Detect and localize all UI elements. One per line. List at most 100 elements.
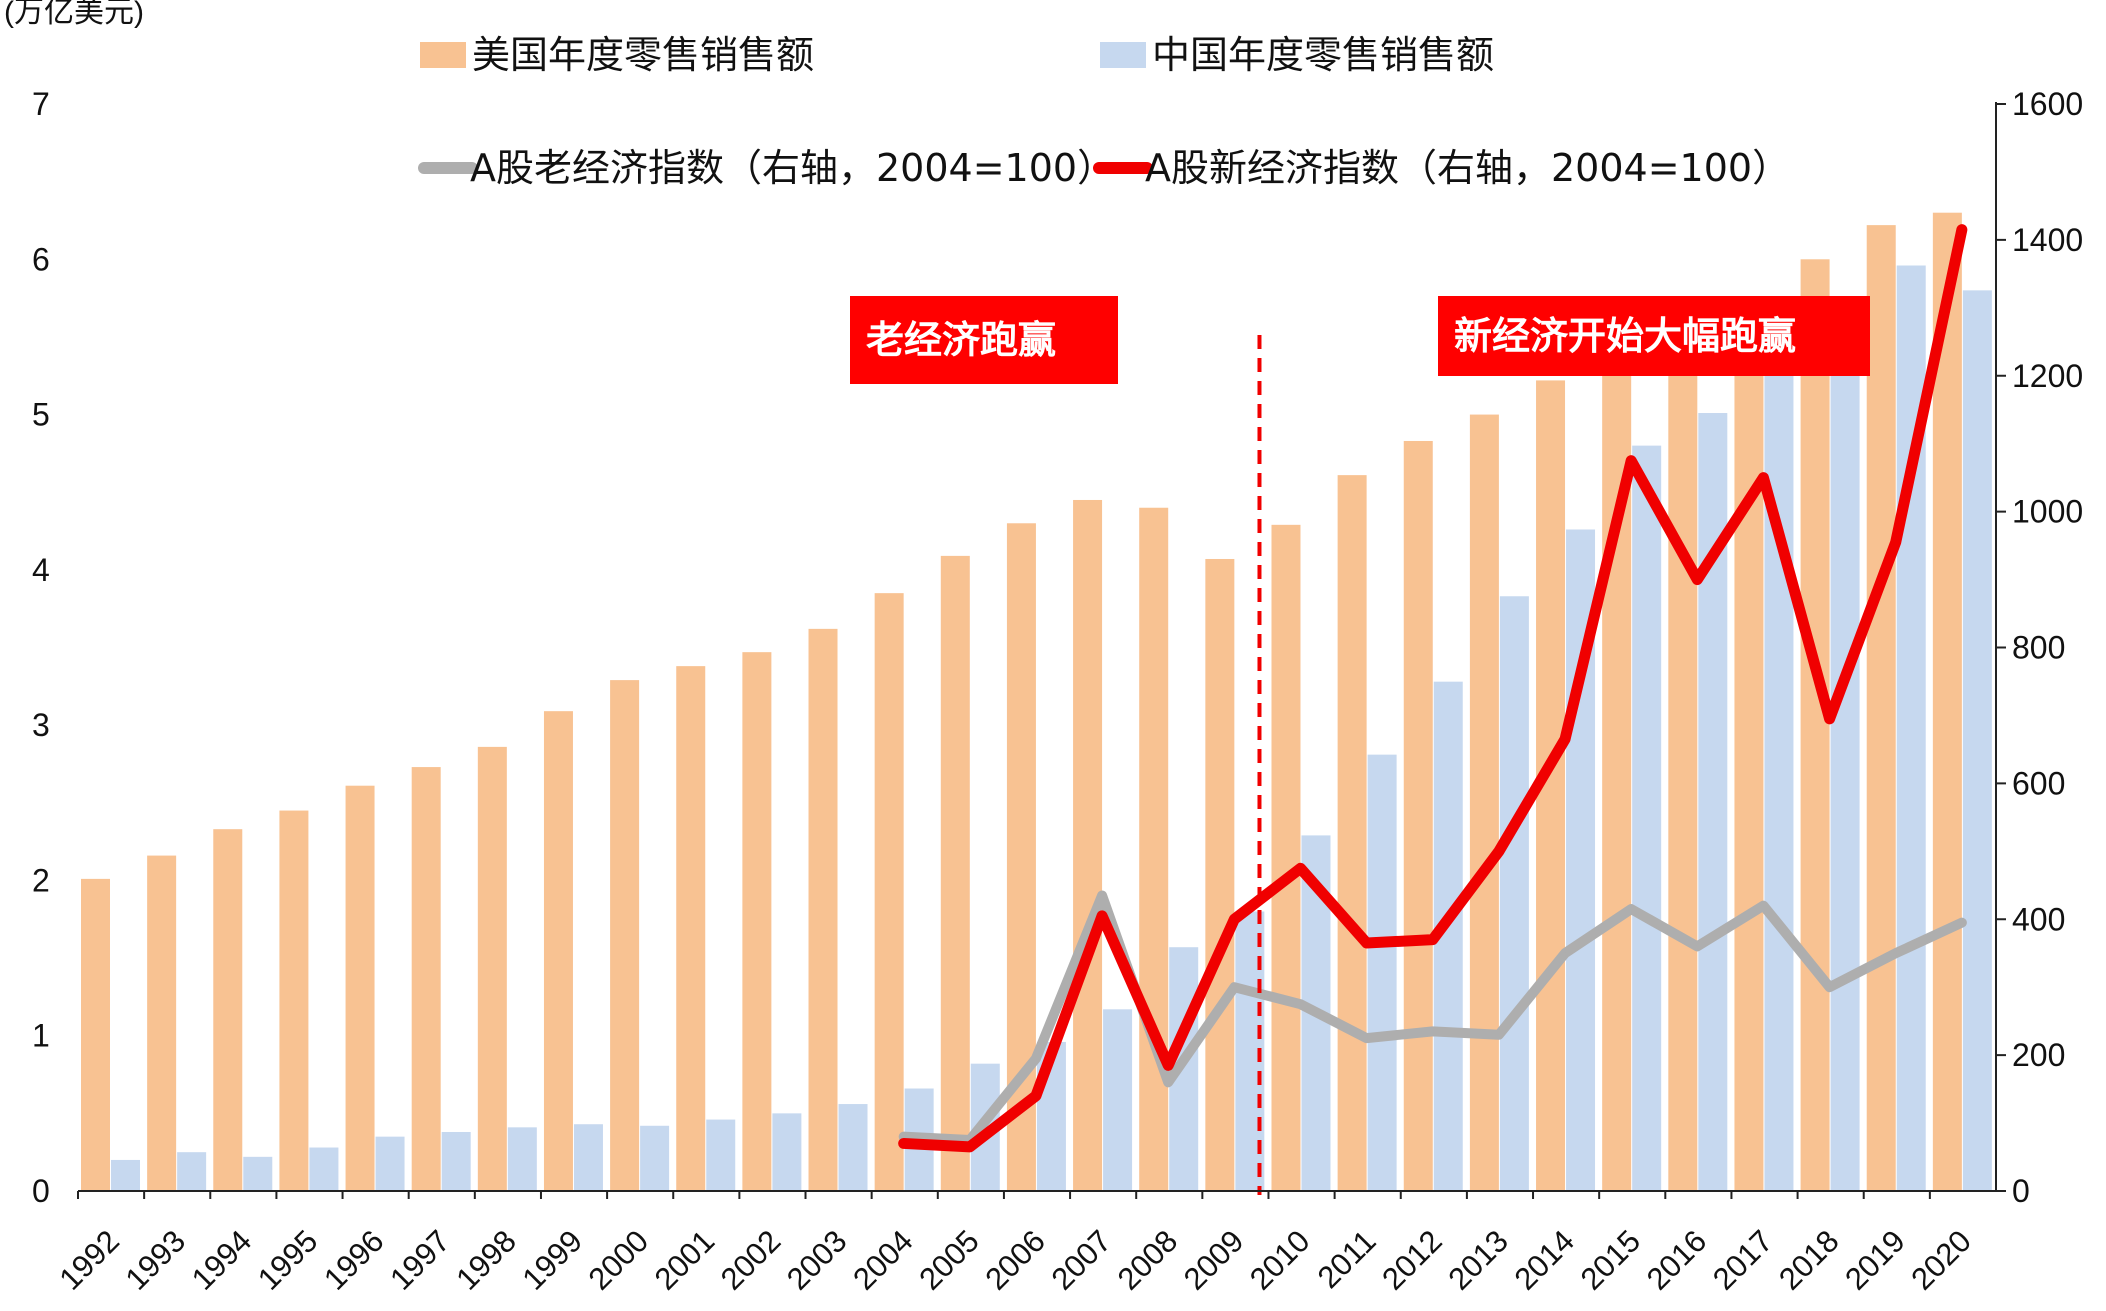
- old-economy-point-2010: [1299, 1003, 1302, 1006]
- right-tick-label-1400: 1400: [2012, 222, 2083, 258]
- us-bar-2008: [1139, 507, 1169, 1191]
- old-economy-point-2015: [1630, 908, 1633, 911]
- legend-label-3: A股新经济指数（右轴，2004=100）: [1145, 146, 1790, 190]
- us-bar-2010: [1271, 524, 1301, 1191]
- us-bar-1994: [213, 829, 243, 1191]
- us-bar-2013: [1469, 414, 1499, 1192]
- china-bar-2016: [1698, 413, 1728, 1192]
- new-economy-point-2017: [1762, 476, 1765, 479]
- old-economy-point-2018: [1828, 986, 1831, 989]
- china-bar-1992: [111, 1159, 140, 1191]
- x-tick-label-2008: 2008: [1111, 1223, 1185, 1297]
- x-tick-label-1993: 1993: [119, 1223, 193, 1297]
- annotation-text-0: 老经济跑赢: [866, 318, 1056, 362]
- old-economy-point-2006: [1034, 1057, 1037, 1060]
- left-tick-label-7: 7: [32, 86, 50, 122]
- us-bar-1996: [345, 785, 375, 1191]
- x-tick-label-2013: 2013: [1441, 1223, 1515, 1297]
- us-bar-1992: [81, 878, 110, 1191]
- left-tick-label-6: 6: [32, 241, 50, 277]
- us-bar-2002: [742, 652, 772, 1191]
- us-bar-2020: [1932, 212, 1962, 1191]
- left-tick-label-3: 3: [32, 707, 50, 743]
- left-axis-unit-label: (万亿美元): [4, 0, 144, 29]
- new-economy-point-2006: [1034, 1094, 1037, 1097]
- new-economy-point-2004: [902, 1142, 905, 1145]
- china-bar-2013: [1499, 596, 1529, 1191]
- x-tick-label-2007: 2007: [1045, 1223, 1119, 1297]
- old-economy-point-2012: [1431, 1030, 1434, 1033]
- china-bar-1995: [309, 1147, 339, 1191]
- old-economy-point-2011: [1365, 1037, 1368, 1040]
- x-tick-label-2020: 2020: [1904, 1223, 1978, 1297]
- x-tick-label-2016: 2016: [1640, 1223, 1714, 1297]
- x-tick-label-2002: 2002: [714, 1223, 788, 1297]
- us-bar-2012: [1403, 440, 1433, 1192]
- old-economy-point-2013: [1497, 1033, 1500, 1036]
- us-bar-2007: [1073, 499, 1103, 1191]
- x-tick-label-1997: 1997: [383, 1223, 457, 1297]
- us-bar-2004: [874, 593, 904, 1191]
- old-economy-point-2008: [1167, 1081, 1170, 1084]
- x-tick-label-2001: 2001: [648, 1223, 722, 1297]
- legend: 美国年度零售销售额 中国年度零售销售额 A股老经济指数（右轴，2004=100） A股…: [418, 33, 1790, 190]
- left-tick-label-1: 1: [32, 1018, 50, 1054]
- annotations: 老经济跑赢 新经济开始大幅跑赢: [850, 296, 1870, 384]
- new-economy-point-2013: [1497, 850, 1500, 853]
- x-tick-label-1998: 1998: [449, 1223, 523, 1297]
- right-tick-label-600: 600: [2012, 765, 2065, 801]
- right-tick-label-400: 400: [2012, 901, 2065, 937]
- us-bar-1993: [147, 855, 177, 1191]
- china-bar-2011: [1367, 754, 1397, 1191]
- legend-swatch-1: [1100, 42, 1146, 68]
- china-bar-1993: [177, 1152, 207, 1191]
- china-bar-1997: [441, 1131, 471, 1191]
- us-bars-group: [81, 212, 1962, 1192]
- x-tick-label-2015: 2015: [1574, 1223, 1648, 1297]
- right-tick-label-1200: 1200: [2012, 358, 2083, 394]
- annotation-box-0: [850, 296, 1118, 384]
- x-tick-label-1999: 1999: [515, 1223, 589, 1297]
- x-tick-label-2009: 2009: [1177, 1223, 1251, 1297]
- us-bar-2017: [1734, 316, 1764, 1191]
- annotation-box-1: [1438, 296, 1870, 376]
- china-bar-2018: [1830, 299, 1860, 1191]
- x-tick-label-2003: 2003: [780, 1223, 854, 1297]
- us-bar-2001: [676, 666, 706, 1191]
- us-bar-2003: [808, 628, 838, 1191]
- old-economy-point-2016: [1696, 945, 1699, 948]
- old-economy-point-2009: [1233, 986, 1236, 989]
- legend-label-2: A股老经济指数（右轴，2004=100）: [470, 146, 1115, 190]
- china-bar-2002: [772, 1113, 802, 1191]
- us-bar-2019: [1866, 225, 1896, 1191]
- old-economy-point-2019: [1894, 952, 1897, 955]
- left-tick-label-0: 0: [32, 1173, 50, 1209]
- new-economy-point-2020: [1960, 228, 1963, 231]
- us-bar-2000: [610, 680, 640, 1191]
- x-tick-label-2012: 2012: [1375, 1223, 1449, 1297]
- left-tick-label-4: 4: [32, 552, 50, 588]
- old-economy-point-2007: [1101, 894, 1104, 897]
- new-economy-point-2018: [1828, 717, 1831, 720]
- x-tick-label-2017: 2017: [1706, 1223, 1780, 1297]
- right-tick-label-1000: 1000: [2012, 494, 2083, 530]
- left-tick-label-5: 5: [32, 397, 50, 433]
- x-tick-label-2010: 2010: [1243, 1223, 1317, 1297]
- us-bar-1997: [411, 767, 441, 1191]
- china-bar-1994: [243, 1156, 273, 1191]
- legend-label-0: 美国年度零售销售额: [472, 33, 814, 77]
- new-economy-point-2015: [1630, 459, 1633, 462]
- x-tick-label-2018: 2018: [1772, 1223, 1846, 1297]
- x-tick-label-2011: 2011: [1311, 1223, 1383, 1295]
- new-economy-point-2016: [1696, 578, 1699, 581]
- china-bar-1996: [375, 1136, 405, 1191]
- right-tick-label-1600: 1600: [2012, 86, 2083, 122]
- china-bar-2015: [1632, 445, 1662, 1192]
- right-tick-label-0: 0: [2012, 1173, 2030, 1209]
- index-lines-group: [898, 224, 1968, 1195]
- left-tick-label-2: 2: [32, 862, 50, 898]
- new-economy-point-2012: [1431, 938, 1434, 941]
- annotation-text-1: 新经济开始大幅跑赢: [1454, 314, 1796, 358]
- us-bar-2005: [940, 555, 970, 1191]
- old-economy-point-2017: [1762, 904, 1765, 907]
